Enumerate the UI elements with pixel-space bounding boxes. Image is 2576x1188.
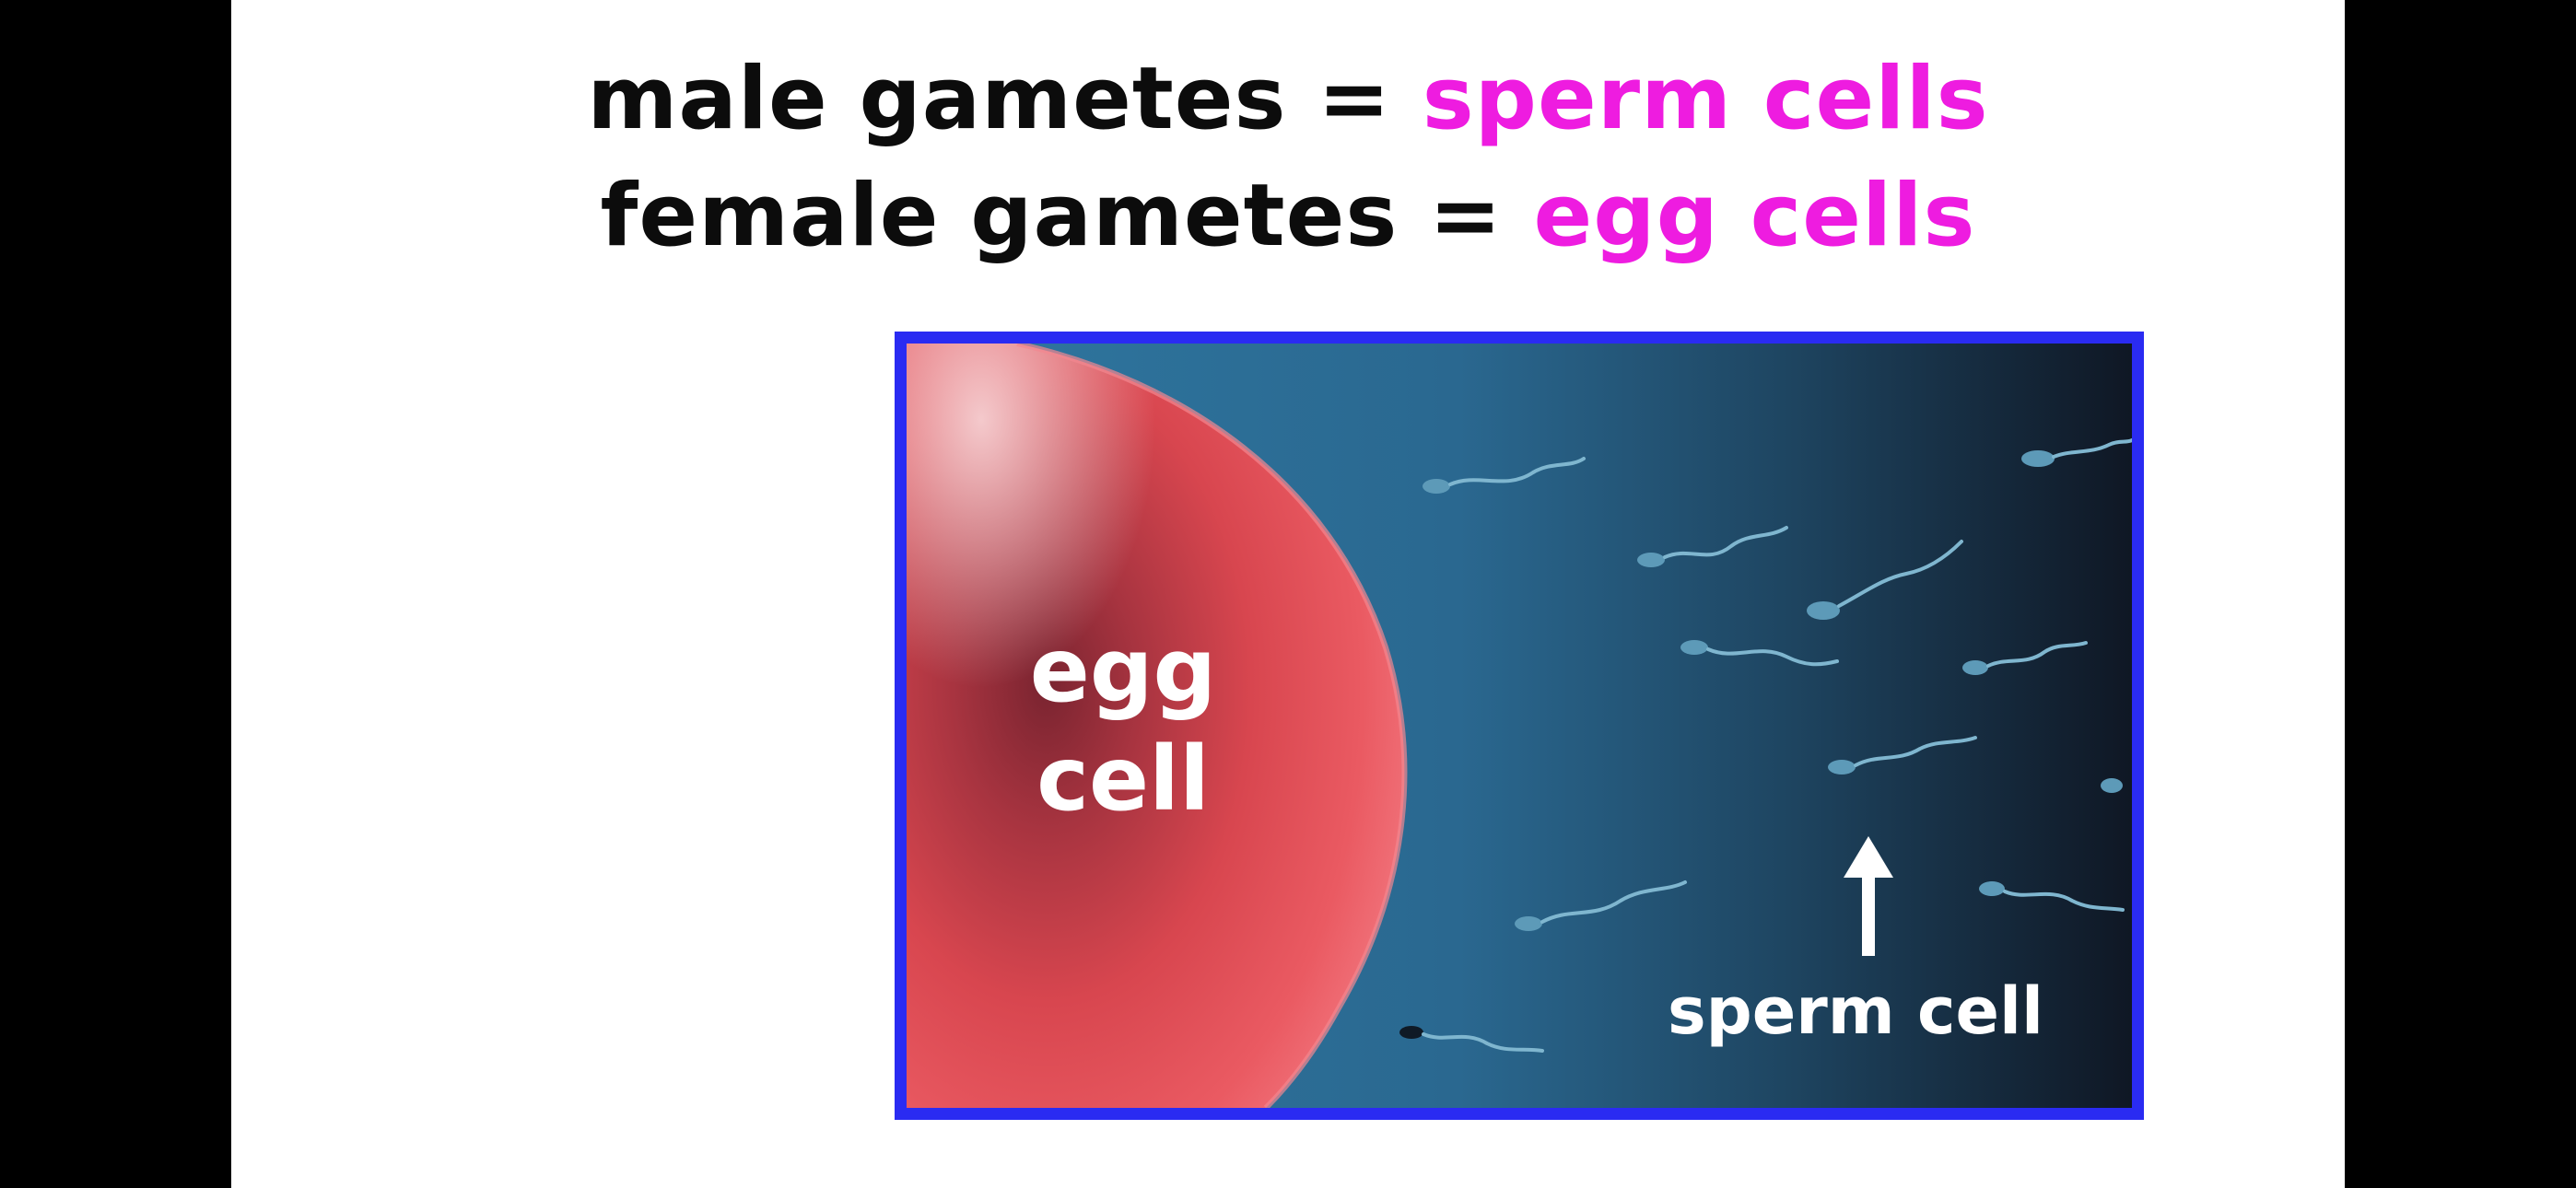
heading-female-gametes: female gametes = egg cells [231, 166, 2345, 267]
sperm-10 [1979, 881, 2125, 912]
heading-male-prefix: male gametes = [587, 49, 1423, 149]
egg-cell [907, 344, 1408, 1108]
sperm-5 [1962, 641, 2088, 675]
photo-illustration [907, 344, 2132, 1108]
sperm-1 [1423, 457, 1586, 494]
sperm-7 [1828, 736, 1977, 775]
slide: male gametes = sperm cells female gamete… [231, 0, 2345, 1188]
heading-female-prefix: female gametes = [600, 166, 1534, 266]
sperm-cells [1399, 438, 2132, 1053]
up-arrow-icon [1844, 836, 1893, 956]
sperm-3 [1807, 540, 1963, 620]
sperm-2 [1637, 526, 1788, 567]
heading-egg-cells-highlight: egg cells [1533, 166, 1976, 266]
heading-sperm-cells-highlight: sperm cells [1422, 49, 1989, 149]
sperm-8 [2101, 778, 2123, 793]
sperm-6 [2021, 438, 2132, 467]
egg-cell-label-line1: egg [1029, 619, 1217, 722]
sperm-11 [1399, 1026, 1544, 1053]
heading-male-gametes: male gametes = sperm cells [231, 49, 2345, 150]
egg-cell-label-line2: cell [1036, 728, 1210, 831]
sperm-cell-label: sperm cell [1667, 973, 2044, 1049]
sperm-4 [1680, 640, 1839, 667]
sperm-9 [1515, 880, 1687, 931]
egg-and-sperm-photo: egg cell sperm cell [895, 332, 2144, 1120]
